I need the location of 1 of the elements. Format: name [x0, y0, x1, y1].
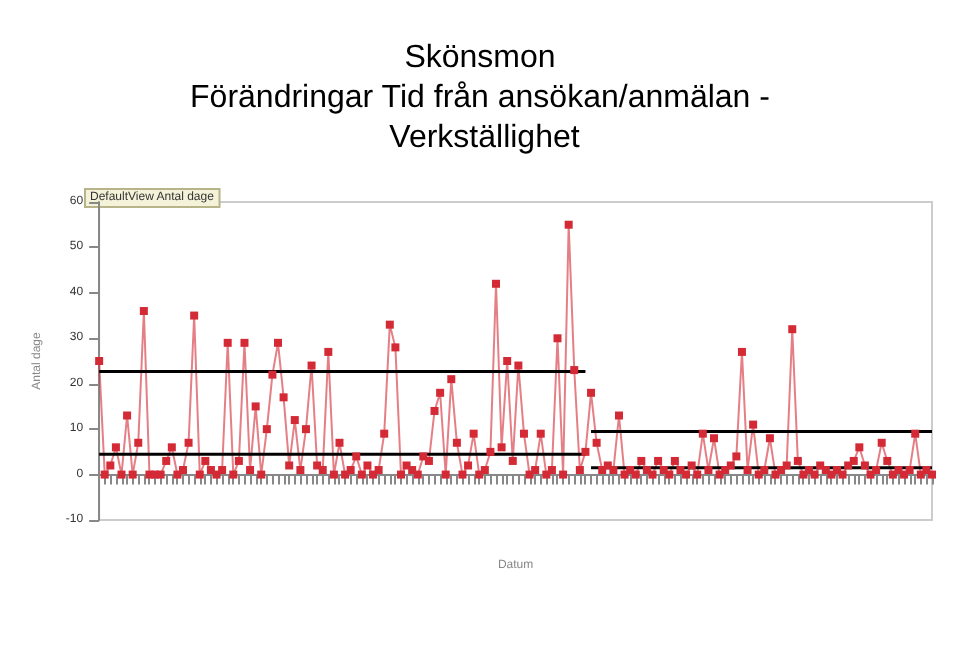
chart-title: Skönsmon Förändringar Tid från ansökan/anmälan - Verkställighet	[190, 41, 770, 155]
